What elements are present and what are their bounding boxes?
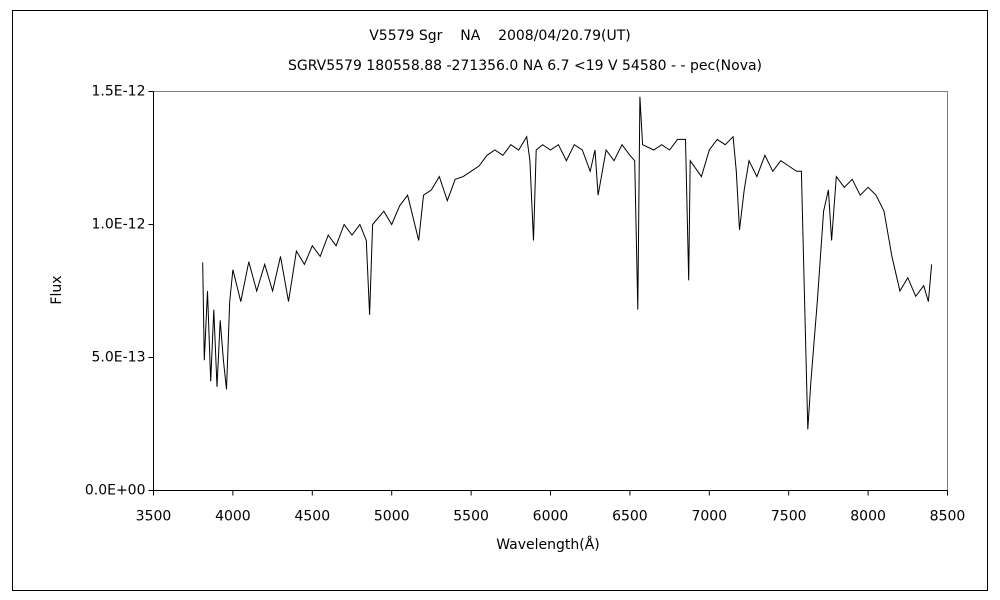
- x-tick-label: 3500: [136, 509, 172, 525]
- spectrum-line: [202, 96, 933, 430]
- y-tick-label: 0.0E+00: [85, 483, 146, 499]
- x-tick-label: 8000: [850, 509, 886, 525]
- x-tick-label: 6000: [533, 509, 569, 525]
- x-tick-label: 8500: [930, 509, 966, 525]
- y-tick-label: 5.0E-13: [92, 350, 146, 366]
- frame: [12, 10, 988, 591]
- y-tick-label: 1.5E-12: [92, 84, 146, 100]
- x-tick-label: 5000: [374, 509, 410, 525]
- x-tick-label: 4000: [215, 509, 251, 525]
- chart-title: V5579 Sgr NA 2008/04/20.79(UT): [369, 28, 631, 44]
- x-axis-label: Wavelength(Å): [496, 536, 600, 553]
- x-tick-label: 7500: [771, 509, 807, 525]
- chart-subtitle: SGRV5579 180558.88 -271356.0 NA 6.7 <19 …: [288, 58, 762, 74]
- y-axis-label: Flux: [49, 275, 65, 304]
- x-tick-label: 7000: [691, 509, 727, 525]
- x-tick-label: 4500: [294, 509, 330, 525]
- y-tick-label: 1.0E-12: [92, 217, 146, 233]
- x-tick-label: 6500: [612, 509, 648, 525]
- x-tick-label: 5500: [453, 509, 489, 525]
